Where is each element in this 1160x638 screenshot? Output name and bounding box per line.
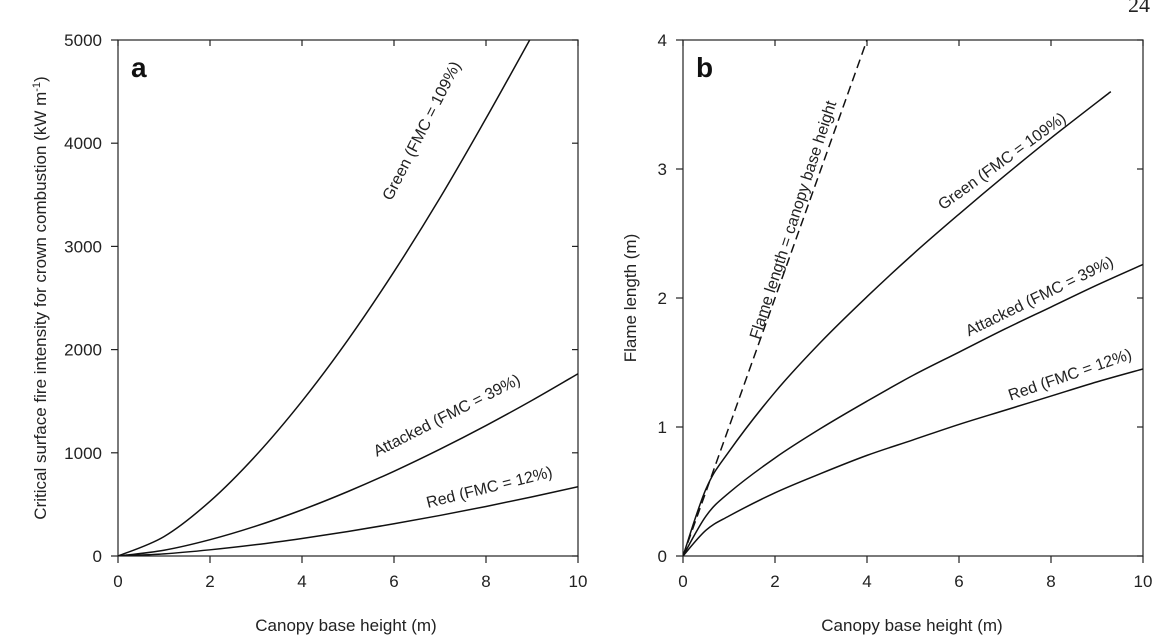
y-tick-label: 4: [658, 31, 667, 50]
x-tick-label: 2: [770, 572, 779, 591]
y-tick-label: 0: [93, 547, 102, 566]
x-tick-label: 4: [862, 572, 871, 591]
x-tick-label: 6: [389, 572, 398, 591]
chart-panel-a: 0 2 4 6 8 10 0 1000 2000 3000 4000 5000 Canopy base …: [31, 31, 587, 635]
panel-letter: b: [696, 52, 713, 83]
x-axis-title: Canopy base height (m): [255, 616, 436, 635]
series-label-red-fmc-12: Red (FMC = 12%): [425, 464, 555, 512]
series-line-green-fmc-109: [683, 91, 1112, 556]
y-tick-label: 0: [658, 547, 667, 566]
x-tick-label: 10: [569, 572, 588, 591]
page-number: 24: [1128, 0, 1150, 14]
y-tick-label: 3: [658, 160, 667, 179]
series-label-green-fmc-109: Green (FMC = 109%): [380, 59, 465, 203]
y-tick-label: 2: [658, 289, 667, 308]
y-tick-label: 1: [658, 418, 667, 437]
plot-frame: [117, 39, 579, 557]
series-label-flame-length-canopy-base-height: Flame length = canopy base height: [747, 98, 840, 341]
x-tick-label: 6: [954, 572, 963, 591]
series-line-attacked-fmc-39: [683, 263, 1143, 556]
series-line-green-fmc-109: [118, 40, 531, 556]
series-label-attacked-fmc-39: Attacked (FMC = 39%): [371, 372, 523, 461]
y-tick-label: 1000: [64, 444, 102, 463]
y-tick-label: 2000: [64, 341, 102, 360]
panel-letter: a: [131, 52, 147, 83]
x-tick-label: 8: [481, 572, 490, 591]
x-tick-label: 10: [1134, 572, 1153, 591]
series-line-flame-length-canopy-base-height: [683, 40, 868, 556]
x-tick-label: 0: [113, 572, 122, 591]
x-tick-label: 4: [297, 572, 306, 591]
y-axis-title: Critical surface fire intensity for crow…: [31, 76, 50, 519]
series-label-green-fmc-109: Green (FMC = 109%): [935, 110, 1069, 214]
series-label-red-fmc-12: Red (FMC = 12%): [1006, 346, 1134, 404]
series-line-attacked-fmc-39: [118, 373, 578, 556]
x-axis-title: Canopy base height (m): [821, 616, 1002, 635]
x-tick-label: 0: [678, 572, 687, 591]
y-tick-label: 3000: [64, 237, 102, 256]
y-tick-label: 4000: [64, 134, 102, 153]
chart-panel-b: 0 2 4 6 8 10 0 1 2 3 4 Canopy base height (m) Flame …: [621, 31, 1152, 635]
x-tick-label: 2: [205, 572, 214, 591]
series-line-red-fmc-12: [118, 486, 578, 556]
series-line-red-fmc-12: [683, 368, 1143, 556]
x-tick-label: 8: [1046, 572, 1055, 591]
series-label-attacked-fmc-39: Attacked (FMC = 39%): [963, 254, 1116, 340]
y-axis-title: Flame length (m): [621, 234, 640, 362]
plot-frame: [682, 39, 1144, 557]
y-tick-label: 5000: [64, 31, 102, 50]
